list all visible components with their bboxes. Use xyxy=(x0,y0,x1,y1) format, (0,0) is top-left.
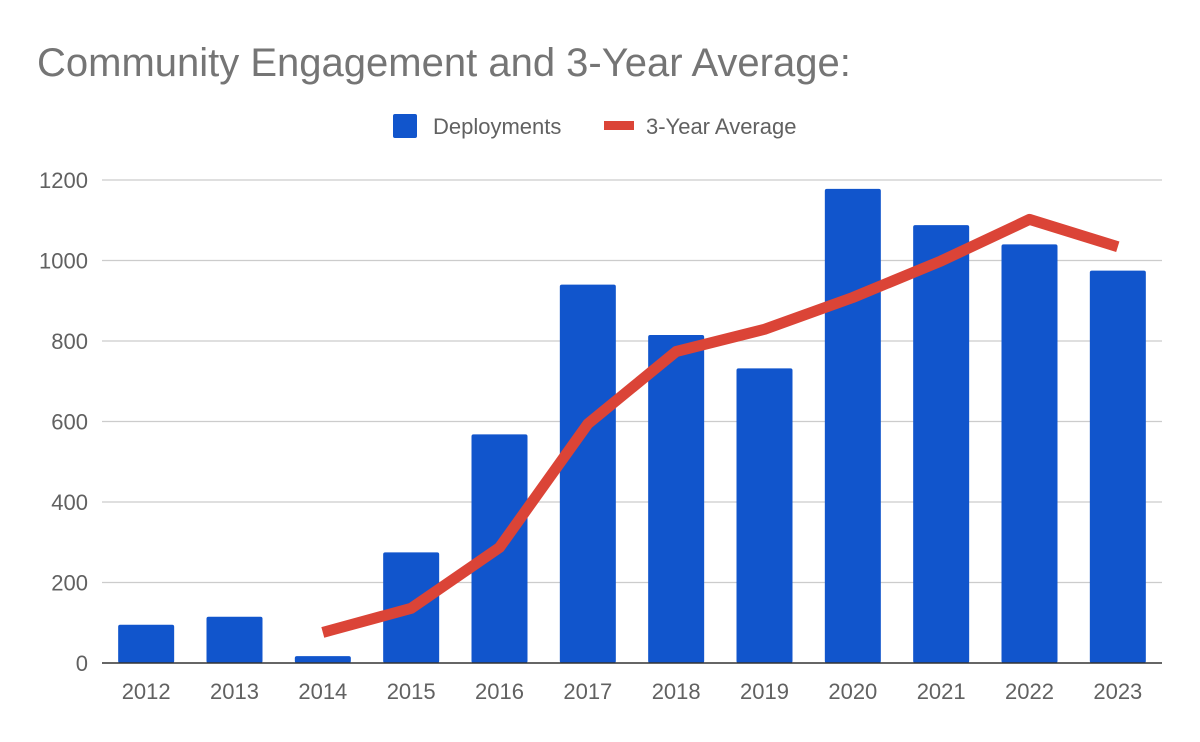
x-tick-label-2017: 2017 xyxy=(563,679,612,704)
x-tick-label-2018: 2018 xyxy=(652,679,701,704)
bar-2017 xyxy=(559,284,616,663)
x-tick-label-2023: 2023 xyxy=(1093,679,1142,704)
y-tick-label-1000: 1000 xyxy=(39,249,88,274)
bar-2020 xyxy=(824,188,881,664)
x-tick-label-2021: 2021 xyxy=(917,679,966,704)
line-3-year-average xyxy=(321,213,1120,638)
x-axis-tick-labels: 2012 2013 2014 2015 2016 2017 2018 2019 2020 2021… xyxy=(122,679,1143,704)
legend-label-deployments: Deployments xyxy=(433,114,561,139)
x-tick-label-2015: 2015 xyxy=(387,679,436,704)
bar-2014 xyxy=(294,656,351,663)
x-tick-label-2016: 2016 xyxy=(475,679,524,704)
bar-2022 xyxy=(1001,244,1058,663)
x-tick-label-2019: 2019 xyxy=(740,679,789,704)
y-tick-label-400: 400 xyxy=(51,490,88,515)
bar-2021 xyxy=(913,225,970,663)
x-tick-label-2014: 2014 xyxy=(298,679,347,704)
y-tick-label-600: 600 xyxy=(51,410,88,435)
legend-swatch-3-year-average xyxy=(604,121,634,130)
line-path-3-year-average xyxy=(321,213,1120,638)
y-tick-label-200: 200 xyxy=(51,571,88,596)
x-tick-label-2020: 2020 xyxy=(828,679,877,704)
bar-2023 xyxy=(1089,270,1146,663)
y-tick-label-0: 0 xyxy=(76,651,88,676)
legend-label-3-year-average: 3-Year Average xyxy=(646,114,796,139)
legend: Deployments 3-Year Average xyxy=(393,114,796,139)
gridlines xyxy=(102,179,1162,584)
bar-2013 xyxy=(206,616,263,663)
x-tick-label-2022: 2022 xyxy=(1005,679,1054,704)
bar-2018 xyxy=(648,334,705,663)
legend-swatch-deployments xyxy=(393,114,417,138)
bar-2012 xyxy=(118,624,175,663)
y-axis-tick-labels: 0 200 400 600 800 1000 1200 xyxy=(39,168,88,676)
chart-title: Community Engagement and 3-Year Average: xyxy=(37,41,851,85)
bar-2019 xyxy=(736,368,793,663)
x-tick-label-2013: 2013 xyxy=(210,679,259,704)
y-tick-label-1200: 1200 xyxy=(39,168,88,193)
y-tick-label-800: 800 xyxy=(51,329,88,354)
x-tick-label-2012: 2012 xyxy=(122,679,171,704)
